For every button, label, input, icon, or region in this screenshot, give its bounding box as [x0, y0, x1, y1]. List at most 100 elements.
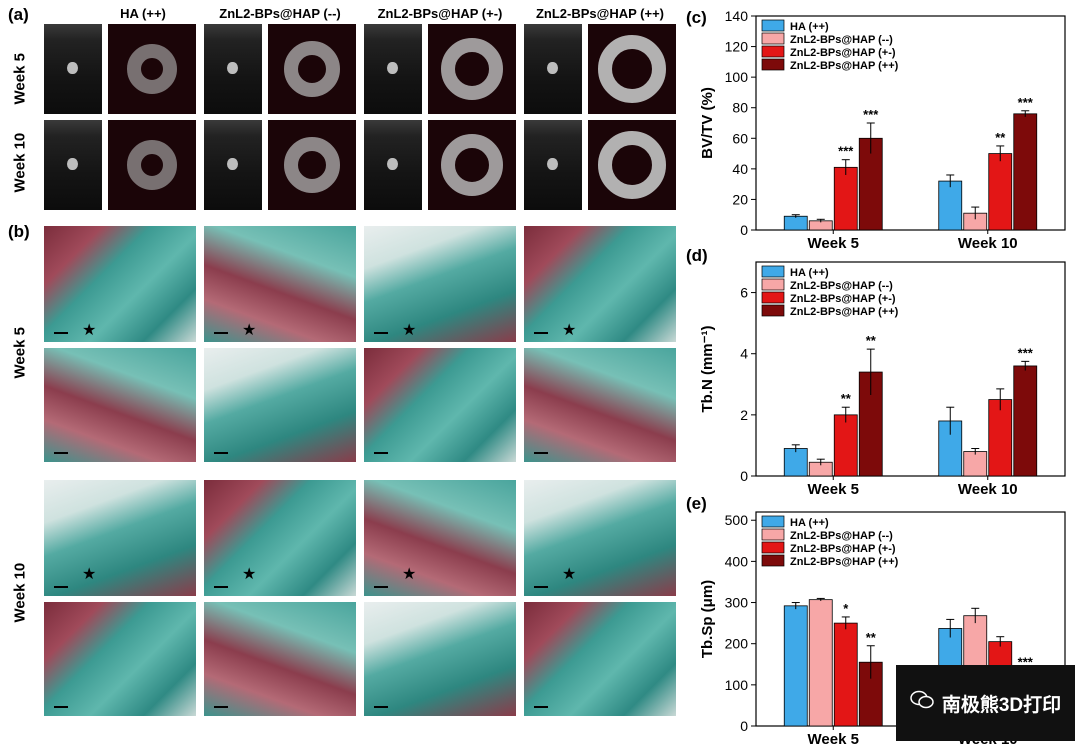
- significance-label: **: [866, 333, 877, 348]
- significance-label: ***: [863, 107, 879, 122]
- scaffold-star-marker: ★: [562, 322, 577, 339]
- microct-longitudinal-image: [364, 24, 422, 114]
- histology-magnified-image: [44, 602, 196, 716]
- legend-swatch: [761, 278, 785, 291]
- legend-label: HA (++): [790, 517, 829, 529]
- x-category-label: Week 10: [958, 235, 1018, 250]
- row-label-week5-a: Week 5: [11, 53, 29, 105]
- legend-label: ZnL2-BPs@HAP (+-): [790, 543, 896, 555]
- y-tick-label: 140: [725, 8, 749, 24]
- legend-swatch: [761, 265, 785, 278]
- y-tick-label: 400: [725, 553, 749, 569]
- microct-3d-reconstruction: [108, 24, 196, 114]
- x-category-label: Week 10: [958, 481, 1018, 496]
- column-label-neg: ZnL2-BPs@HAP (--): [219, 6, 341, 21]
- watermark-text: 南极熊3D打印: [941, 694, 1062, 716]
- panel-e-label: (e): [686, 494, 707, 513]
- bar: [783, 605, 808, 727]
- legend-swatch: [761, 304, 785, 317]
- y-tick-label: 4: [740, 346, 748, 362]
- microct-3d-reconstruction: [588, 120, 676, 210]
- histology-overview-image: ★: [44, 480, 196, 596]
- y-tick-label: 500: [725, 512, 749, 528]
- histology-overview-image: ★: [204, 480, 356, 596]
- legend-swatch: [761, 291, 785, 304]
- significance-label: **: [995, 130, 1006, 145]
- scaffold-star-marker: ★: [242, 566, 257, 583]
- plot-frame: [755, 261, 1066, 477]
- legend-label: ZnL2-BPs@HAP (--): [790, 34, 893, 46]
- y-tick-label: 200: [725, 636, 749, 652]
- y-tick-label: 0: [740, 222, 748, 238]
- bar: [963, 451, 988, 477]
- bar: [808, 599, 833, 727]
- histology-overview-image: ★: [364, 226, 516, 342]
- microct-longitudinal-image: [44, 120, 102, 210]
- scale-bar: [214, 452, 228, 454]
- legend-swatch: [761, 32, 785, 45]
- significance-label: **: [866, 630, 877, 645]
- scaffold-star-marker: ★: [402, 566, 417, 583]
- microct-longitudinal-image: [524, 120, 582, 210]
- y-tick-label: 2: [740, 407, 748, 423]
- panel-a-label: (a): [8, 5, 29, 24]
- legend-swatch: [761, 528, 785, 541]
- scale-bar: [534, 452, 548, 454]
- panel-c-label: (c): [686, 8, 707, 27]
- legend-swatch: [761, 541, 785, 554]
- tbn-chart: 0 2 4 6 Tb.N (mm⁻¹) ** ** Week 5 *** Week 10 HA (+…: [699, 261, 1066, 496]
- legend-label: ZnL2-BPs@HAP (++): [790, 306, 899, 318]
- legend-label: HA (++): [790, 21, 829, 33]
- histology-magnified-image: [364, 602, 516, 716]
- column-label-pp: ZnL2-BPs@HAP (++): [535, 6, 664, 21]
- bar: [833, 166, 858, 231]
- histology-magnified-image: [524, 348, 676, 462]
- legend-label: ZnL2-BPs@HAP (+-): [790, 293, 896, 305]
- scale-bar: [54, 706, 68, 708]
- y-tick-label: 300: [725, 595, 749, 611]
- legend-label: ZnL2-BPs@HAP (++): [790, 556, 899, 568]
- scale-bar: [374, 332, 388, 334]
- bar: [833, 414, 858, 477]
- legend-label: HA (++): [790, 267, 829, 279]
- scaffold-star-marker: ★: [242, 322, 257, 339]
- y-tick-label: 100: [725, 69, 749, 85]
- watermark-badge: 南极熊3D打印: [896, 665, 1075, 741]
- bar: [988, 153, 1013, 231]
- histology-magnified-image: [204, 602, 356, 716]
- row-label-week10-b: Week 10: [11, 562, 29, 623]
- y-tick-label: 60: [732, 130, 748, 146]
- microct-longitudinal-image: [524, 24, 582, 114]
- scale-bar: [374, 452, 388, 454]
- scaffold-star-marker: ★: [82, 322, 97, 339]
- scale-bar: [214, 332, 228, 334]
- y-tick-label: 20: [732, 191, 748, 207]
- histology-overview-image: ★: [364, 480, 516, 596]
- scaffold-star-marker: ★: [562, 566, 577, 583]
- bar: [1013, 365, 1038, 477]
- bar: [833, 622, 858, 727]
- histology-overview-image: ★: [204, 226, 356, 342]
- y-tick-label: 6: [740, 285, 748, 301]
- panel-b-label: (b): [8, 222, 30, 241]
- x-category-label: Week 5: [808, 235, 859, 250]
- scaffold-ring: [127, 44, 177, 94]
- microct-longitudinal-image: [364, 120, 422, 210]
- legend-swatch: [761, 45, 785, 58]
- legend-label: ZnL2-BPs@HAP (+-): [790, 47, 896, 59]
- scale-bar: [54, 332, 68, 334]
- row-label-week5-b: Week 5: [11, 327, 29, 379]
- x-category-label: Week 5: [808, 731, 859, 746]
- y-tick-label: 0: [740, 468, 748, 484]
- y-tick-label: 0: [740, 718, 748, 734]
- scaffold-ring: [441, 134, 503, 196]
- scale-bar: [534, 706, 548, 708]
- bar: [988, 399, 1013, 477]
- microct-3d-reconstruction: [268, 120, 356, 210]
- significance-label: ***: [1018, 95, 1034, 110]
- bar: [783, 215, 808, 231]
- microct-3d-reconstruction: [428, 24, 516, 114]
- column-label-ha: HA (++): [120, 6, 166, 21]
- plot-frame: [755, 15, 1066, 231]
- significance-label: **: [841, 391, 852, 406]
